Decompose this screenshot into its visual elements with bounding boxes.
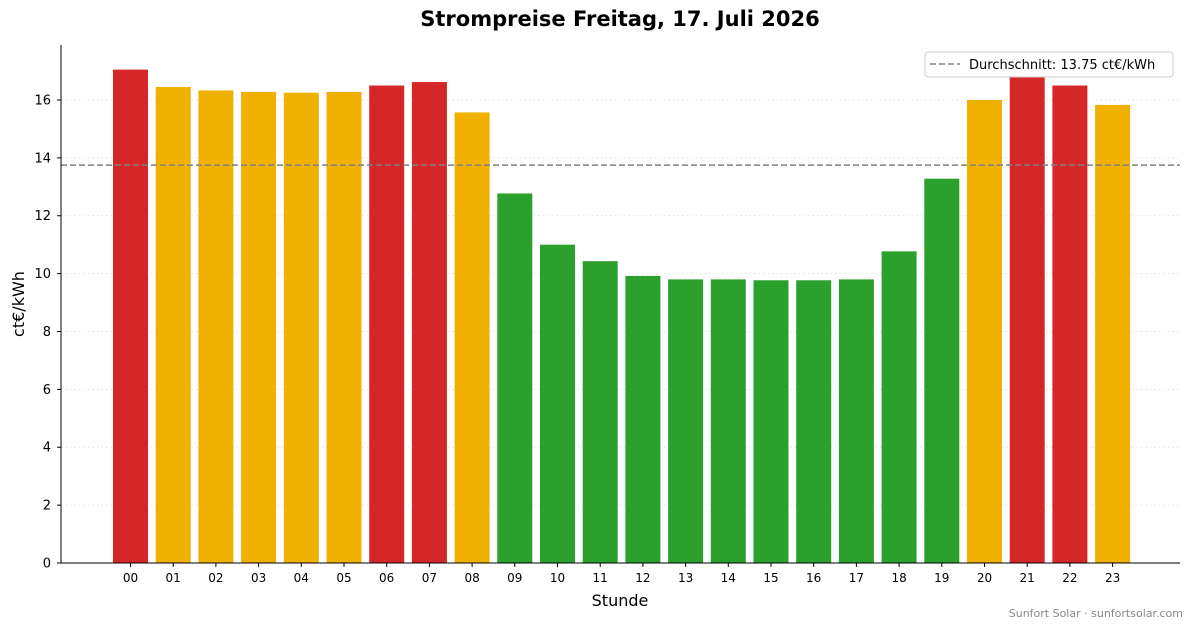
legend-average-label: Durchschnitt: 13.75 ct€/kWh <box>969 58 1155 73</box>
bar-11 <box>582 261 618 563</box>
x-tick-label: 14 <box>721 571 736 585</box>
x-tick-label: 13 <box>678 571 693 585</box>
y-tick-label: 12 <box>34 209 51 224</box>
y-tick-label: 10 <box>34 267 51 282</box>
x-axis-label: Stunde <box>592 591 649 610</box>
x-tick-label: 20 <box>977 571 992 585</box>
credit-text: Sunfort Solar · sunfortsolar.com <box>1009 607 1183 620</box>
bar-00 <box>113 69 148 563</box>
y-tick-label: 2 <box>43 499 51 514</box>
bar-07 <box>411 82 447 563</box>
chart-title: Strompreise Freitag, 17. Juli 2026 <box>420 7 819 31</box>
bar-08 <box>454 112 490 563</box>
x-tick-label: 10 <box>550 571 565 585</box>
y-tick-label: 0 <box>43 557 51 572</box>
bar-04 <box>283 92 319 564</box>
y-tick-label: 6 <box>43 383 51 398</box>
x-tick-label: 07 <box>422 571 437 585</box>
y-axis-label: ct€/kWh <box>9 271 28 337</box>
x-ticks: 00 01 02 03 04 05 06 07 08 09 10 11 12 13 14 15 16 17 18 19… <box>123 563 1120 585</box>
legend-box <box>924 51 1174 78</box>
bar-21 <box>1009 77 1045 564</box>
bar-03 <box>241 91 277 564</box>
bar-01 <box>155 86 191 564</box>
y-tick-label: 8 <box>43 325 51 340</box>
x-tick-label: 15 <box>763 571 778 585</box>
x-tick-label: 18 <box>891 571 906 585</box>
bar-02 <box>198 90 234 563</box>
bar-15 <box>753 280 789 563</box>
x-tick-label: 21 <box>1020 571 1035 585</box>
x-tick-label: 11 <box>593 571 608 585</box>
x-tick-label: 04 <box>294 571 309 585</box>
bar-05 <box>326 91 362 564</box>
x-tick-label: 02 <box>208 571 223 585</box>
bar-17 <box>838 279 874 563</box>
y-ticks: 0 2 4 6 8 10 12 14 16 <box>34 93 61 572</box>
y-tick-label: 4 <box>43 441 51 456</box>
x-tick-label: 05 <box>336 571 351 585</box>
x-tick-label: 08 <box>464 571 479 585</box>
bar-20 <box>967 99 1002 563</box>
bar-18 <box>881 251 917 563</box>
legend: Durchschnitt: 13.75 ct€/kWh <box>924 51 1174 78</box>
y-tick-label: 16 <box>34 93 51 108</box>
bar-12 <box>625 275 661 563</box>
x-tick-label: 19 <box>934 571 949 585</box>
y-tick-label: 14 <box>34 151 51 166</box>
bars <box>113 69 1131 564</box>
bar-09 <box>497 193 533 563</box>
bar-13 <box>668 279 704 563</box>
x-tick-label: 09 <box>507 571 522 585</box>
axes <box>60 45 1180 564</box>
bar-06 <box>369 85 405 563</box>
x-tick-label: 00 <box>123 571 138 585</box>
x-tick-label: 23 <box>1105 571 1120 585</box>
bar-10 <box>540 244 575 564</box>
x-tick-label: 22 <box>1062 571 1077 585</box>
bar-23 <box>1095 104 1131 563</box>
x-tick-label: 03 <box>251 571 266 585</box>
x-tick-label: 12 <box>635 571 650 585</box>
bar-14 <box>710 279 746 563</box>
bar-22 <box>1052 85 1088 563</box>
x-tick-label: 01 <box>166 571 181 585</box>
bar-19 <box>924 178 960 563</box>
x-tick-label: 06 <box>379 571 394 585</box>
x-tick-label: 16 <box>806 571 821 585</box>
x-tick-label: 17 <box>849 571 864 585</box>
bar-16 <box>796 280 832 563</box>
